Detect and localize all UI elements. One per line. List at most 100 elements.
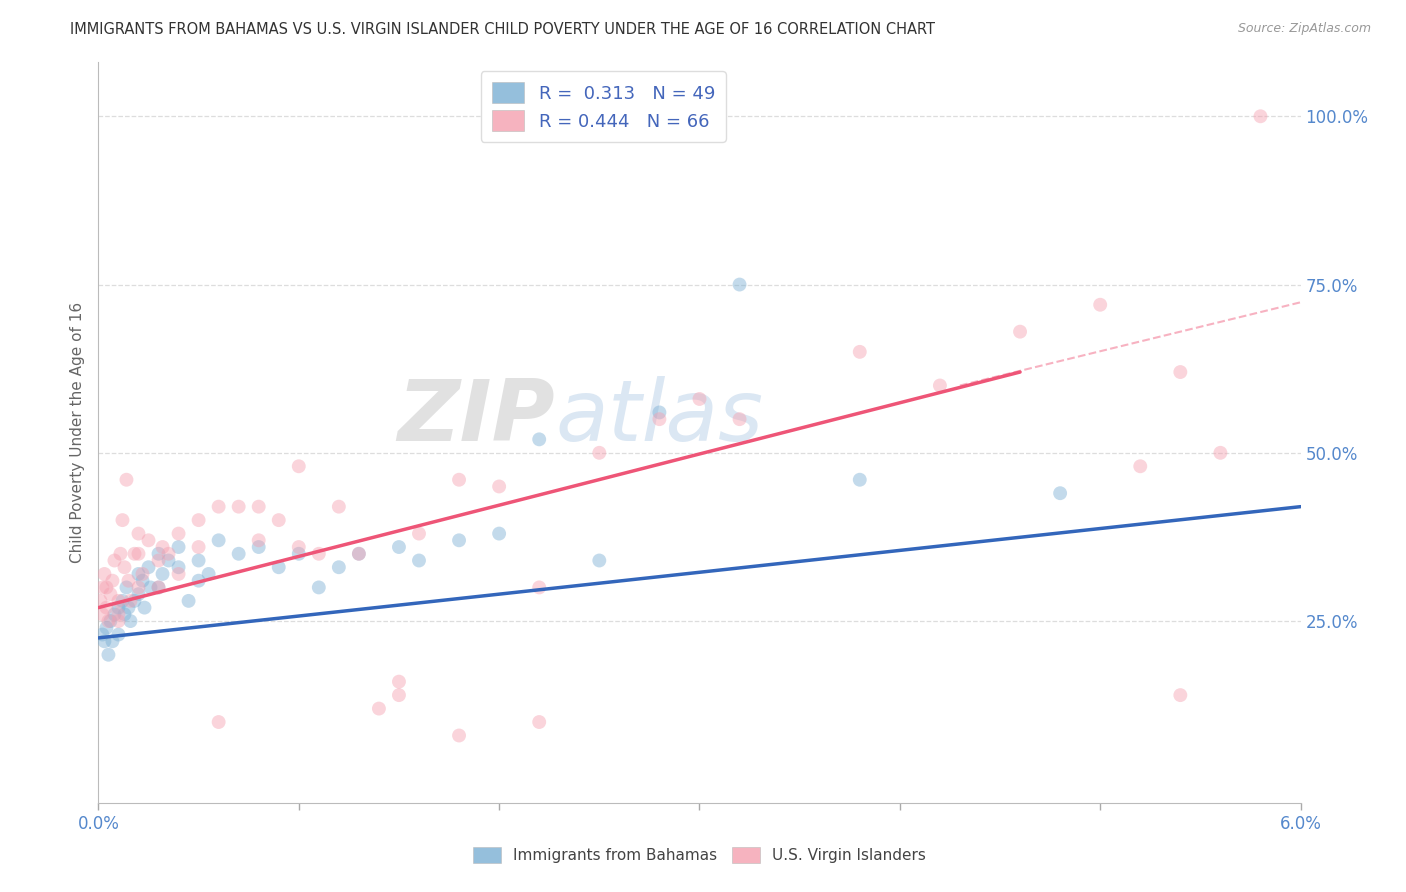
Point [929,378,952,392]
Point [388,674,411,689]
Point [111,594,134,608]
Point [152,566,174,581]
Point [347,547,370,561]
Point [187,574,209,588]
Point [138,533,160,548]
Point [117,600,139,615]
Point [447,729,470,743]
Point [139,581,162,595]
Point [267,513,290,527]
Point [103,607,125,622]
Point [134,600,156,615]
Point [408,553,430,567]
Point [728,412,751,426]
Point [208,533,231,548]
Point [288,547,311,561]
Point [157,547,180,561]
Point [187,513,209,527]
Text: Source: ZipAtlas.com: Source: ZipAtlas.com [1237,22,1371,36]
Point [107,627,129,641]
Point [447,533,470,548]
Point [408,526,430,541]
Point [128,526,150,541]
Point [267,560,290,574]
Point [96,621,118,635]
Point [97,614,120,628]
Point [689,392,711,406]
Point [197,566,219,581]
Point [107,600,129,615]
Point [247,533,270,548]
Point [1250,109,1272,123]
Point [1049,486,1071,500]
Point [93,566,115,581]
Point [1170,365,1192,379]
Point [187,553,209,567]
Point [131,566,153,581]
Point [347,547,370,561]
Point [328,560,350,574]
Point [148,547,170,561]
Point [148,553,170,567]
Point [328,500,350,514]
Point [91,627,114,641]
Point [100,587,122,601]
Point [93,634,115,648]
Point [187,540,209,554]
Point [388,688,411,702]
Point [128,566,150,581]
Point [247,500,270,514]
Point [1209,446,1232,460]
Point [111,513,134,527]
Point [107,614,129,628]
Point [208,714,231,729]
Point [120,594,142,608]
Point [1010,325,1032,339]
Y-axis label: Child Poverty Under the Age of 16: Child Poverty Under the Age of 16 [69,302,84,563]
Point [103,553,125,567]
Point [288,459,311,474]
Point [488,479,510,493]
Text: atlas: atlas [555,376,763,459]
Point [107,594,129,608]
Point [128,547,150,561]
Point [1129,459,1152,474]
Point [96,600,118,615]
Point [588,553,610,567]
Point [128,581,150,595]
Legend: Immigrants from Bahamas, U.S. Virgin Islanders: Immigrants from Bahamas, U.S. Virgin Isl… [467,841,932,869]
Point [208,500,231,514]
Point [152,540,174,554]
Point [167,540,190,554]
Text: IMMIGRANTS FROM BAHAMAS VS U.S. VIRGIN ISLANDER CHILD POVERTY UNDER THE AGE OF 1: IMMIGRANTS FROM BAHAMAS VS U.S. VIRGIN I… [70,22,935,37]
Point [89,594,111,608]
Point [115,581,138,595]
Point [177,594,200,608]
Point [138,560,160,574]
Point [114,607,136,622]
Point [97,648,120,662]
Point [124,594,146,608]
Point [167,526,190,541]
Point [115,473,138,487]
Point [117,574,139,588]
Point [107,607,129,622]
Point [1170,688,1192,702]
Point [308,581,330,595]
Point [447,473,470,487]
Point [228,547,250,561]
Point [588,446,610,460]
Point [120,614,142,628]
Point [110,547,132,561]
Text: ZIP: ZIP [398,376,555,459]
Point [247,540,270,554]
Point [148,581,170,595]
Point [91,607,114,622]
Point [114,560,136,574]
Point [131,574,153,588]
Point [101,634,124,648]
Point [288,540,311,554]
Point [1090,298,1112,312]
Point [128,587,150,601]
Point [101,574,124,588]
